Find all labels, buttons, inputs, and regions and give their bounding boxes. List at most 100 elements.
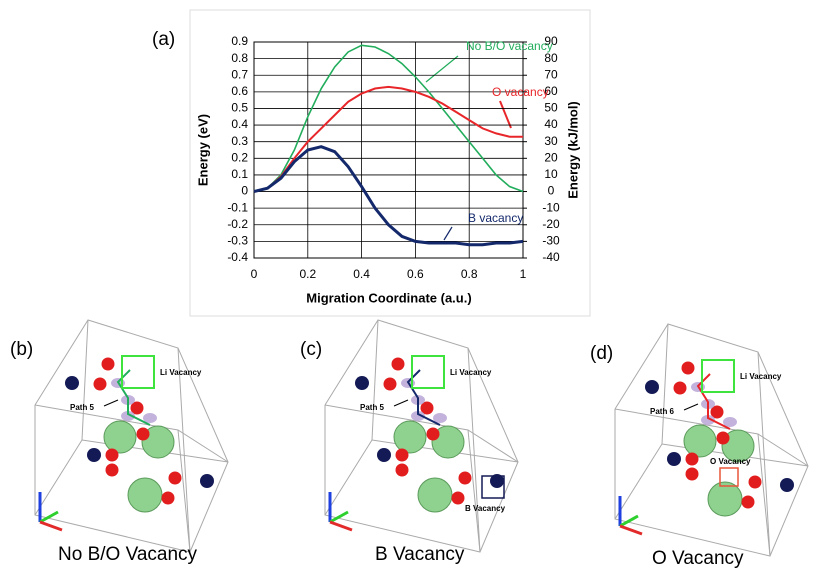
axis-icon-x <box>329 520 353 532</box>
path-site <box>121 411 135 421</box>
y-tick-label: -0.3 <box>227 234 248 248</box>
o-atom <box>93 377 107 391</box>
chart-frame <box>189 9 591 317</box>
y2-tick-label: 90 <box>544 34 558 48</box>
y2-tick-label: -40 <box>542 250 560 264</box>
y2-tick-label: 40 <box>544 117 558 131</box>
b-atom <box>65 376 79 390</box>
li-atom <box>393 420 427 454</box>
path-pointer <box>683 403 699 411</box>
x-tick-label: 1 <box>520 267 527 281</box>
o-atom <box>681 361 695 375</box>
o-atom <box>161 491 175 505</box>
li-vacancy-label: Li Vacancy <box>450 368 492 377</box>
series-line <box>253 44 524 193</box>
y2-tick-label: 50 <box>544 101 558 115</box>
y2-tick-label: 70 <box>544 67 558 81</box>
y2-tick-label: -10 <box>542 200 560 214</box>
path-label: Path 5 <box>360 403 385 412</box>
panel-label: (a) <box>152 29 175 50</box>
panel-label: (d) <box>590 343 613 364</box>
y-tick-label: -0.1 <box>227 200 248 214</box>
b-atom <box>200 474 214 488</box>
o-atom <box>391 357 405 371</box>
cell-edge <box>324 319 379 516</box>
li-vacancy-box <box>121 355 155 389</box>
axis-icon-y <box>39 510 59 524</box>
x-tick-label: 0.2 <box>299 267 316 281</box>
y-tick-label: 0.9 <box>231 34 248 48</box>
y-tick-label: -0.2 <box>227 217 248 231</box>
o-atom <box>685 452 699 466</box>
y2-tick-label: 0 <box>548 184 555 198</box>
y2-tick-label: 20 <box>544 150 558 164</box>
li-atom <box>707 481 743 517</box>
path-site <box>411 411 425 421</box>
cell-edge <box>757 351 771 557</box>
axis-icon-x <box>619 524 643 536</box>
path-site <box>433 413 447 423</box>
vacancy-box <box>481 475 505 499</box>
o-atom <box>395 463 409 477</box>
cell-edge <box>467 429 481 553</box>
cell-edge <box>177 347 191 553</box>
cell-edge <box>34 319 89 516</box>
panel-label: (b) <box>10 339 33 360</box>
o-atom <box>426 427 440 441</box>
li-atom <box>141 425 175 459</box>
axis-icon-y <box>329 510 349 524</box>
o-atom <box>685 467 699 481</box>
path-label: Path 5 <box>70 403 95 412</box>
y-tick-label: 0.4 <box>231 117 248 131</box>
path-label: Path 6 <box>650 407 675 416</box>
y-tick-label: 0.8 <box>231 51 248 65</box>
x-tick-label: 0.6 <box>407 267 424 281</box>
annotation-arrows <box>425 55 512 241</box>
series-label: B vacancy <box>468 211 523 225</box>
panel-caption: O Vacancy <box>652 548 744 569</box>
o-atom <box>105 463 119 477</box>
y-tick-label: -0.4 <box>227 250 248 264</box>
y2-tick-label: -30 <box>542 234 560 248</box>
y2-tick-label: -20 <box>542 217 560 231</box>
path-pointer <box>393 399 409 407</box>
structure-panel: Li Vacancy Path 5 B Vacancy (c) B Vacancy <box>300 319 519 565</box>
o-atom <box>451 491 465 505</box>
li-vacancy-box <box>411 355 445 389</box>
y-tick-label: 0 <box>241 184 248 198</box>
b-atom <box>87 448 101 462</box>
cell-edge <box>467 347 481 553</box>
li-atom <box>683 424 717 458</box>
b-atom <box>490 474 504 488</box>
x-axis-title: Migration Coordinate (a.u.) <box>306 290 471 305</box>
y2-tick-label: 80 <box>544 51 558 65</box>
panel-label: (c) <box>300 339 322 360</box>
series-label: No B/O vacancy <box>466 39 553 53</box>
li-vacancy-label: Li Vacancy <box>160 368 202 377</box>
o-atom <box>716 431 730 445</box>
axis-icon-y <box>619 514 639 528</box>
o-atom <box>710 405 724 419</box>
series-line <box>253 145 524 247</box>
y-tick-label: 0.2 <box>231 150 248 164</box>
vacancy-label: B Vacancy <box>465 504 506 513</box>
path-pointer <box>103 399 119 407</box>
o-atom <box>383 377 397 391</box>
panel-caption: B Vacancy <box>375 544 465 565</box>
li-atom <box>721 429 755 463</box>
b-atom <box>377 448 391 462</box>
y2-tick-label: 60 <box>544 84 558 98</box>
y-tick-label: 0.6 <box>231 84 248 98</box>
li-atom <box>103 420 137 454</box>
li-atom <box>127 477 163 513</box>
x-tick-label: 0.4 <box>353 267 370 281</box>
o-atom <box>395 448 409 462</box>
o-atom <box>420 401 434 415</box>
y2-axis-title: Energy (kJ/mol) <box>565 101 580 199</box>
o-atom <box>748 475 762 489</box>
o-atom <box>741 495 755 509</box>
b-atom <box>645 380 659 394</box>
y-tick-label: 0.3 <box>231 134 248 148</box>
plot-border <box>253 41 524 259</box>
